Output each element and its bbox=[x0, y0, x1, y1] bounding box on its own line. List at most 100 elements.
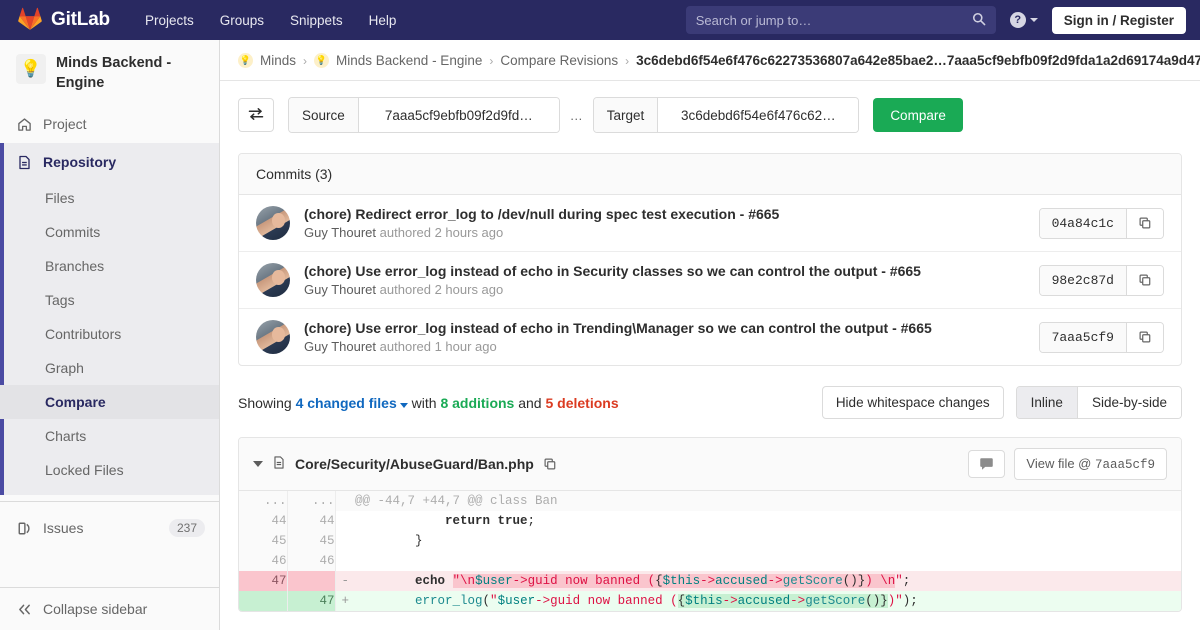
sidebar: 💡 Minds Backend - Engine Project Reposit… bbox=[0, 40, 220, 630]
brand-text: GitLab bbox=[51, 9, 110, 30]
diff-sign bbox=[335, 551, 355, 571]
diff-new-line-number[interactable]: 45 bbox=[287, 531, 336, 551]
sidebar-item-commits[interactable]: Commits bbox=[45, 224, 101, 241]
commit-sha-group: 04a84c1c bbox=[1038, 207, 1164, 239]
copy-icon[interactable] bbox=[543, 457, 557, 471]
commit-row: (chore) Use error_log instead of echo in… bbox=[239, 309, 1181, 365]
sidebar-item-branches[interactable]: Branches bbox=[45, 258, 105, 275]
hide-whitespace-button[interactable]: Hide whitespace changes bbox=[821, 386, 1004, 419]
home-icon bbox=[16, 117, 32, 132]
copy-icon[interactable] bbox=[1127, 322, 1163, 352]
target-revision-input[interactable]: 3c6debd6f54e6f476c62… bbox=[658, 98, 859, 132]
nav-link-projects[interactable]: Projects bbox=[144, 12, 194, 28]
diff-code: echo "\n$user->guid now banned ({$this->… bbox=[355, 571, 1181, 591]
diff-new-line-number[interactable]: 46 bbox=[287, 551, 336, 571]
breadcrumb-group-link[interactable]: Minds bbox=[260, 53, 297, 68]
commit-sha[interactable]: 7aaa5cf9 bbox=[1039, 322, 1127, 352]
sidebar-item-project[interactable]: Project bbox=[0, 105, 219, 143]
tab-side-by-side-view[interactable]: Side-by-side bbox=[1076, 387, 1181, 418]
breadcrumb-separator: › bbox=[489, 53, 494, 68]
diff-old-line-number[interactable]: 47 bbox=[239, 571, 288, 591]
chevron-down-icon[interactable] bbox=[253, 461, 263, 467]
commit-author[interactable]: Guy Thouret bbox=[304, 282, 377, 297]
tab-inline-view[interactable]: Inline bbox=[1016, 387, 1077, 418]
diff-new-line-number[interactable]: 47 bbox=[287, 591, 336, 611]
copy-icon[interactable] bbox=[1127, 265, 1163, 295]
search-input[interactable] bbox=[695, 12, 972, 28]
help-menu-button[interactable]: ? bbox=[1009, 12, 1038, 28]
top-navbar: GitLab Projects Groups Snippets Help ? S… bbox=[0, 0, 1200, 40]
commit-sha-group: 98e2c87d bbox=[1038, 264, 1164, 296]
commit-author[interactable]: Guy Thouret bbox=[304, 225, 377, 240]
diff-code: return true; bbox=[355, 514, 536, 528]
diff-new-line-number bbox=[287, 571, 336, 591]
document-icon bbox=[272, 455, 286, 473]
breadcrumb-project-link[interactable]: Minds Backend - Engine bbox=[336, 53, 483, 68]
source-revision-input[interactable]: 7aaa5cf9ebfb09f2d9fd… bbox=[358, 98, 559, 132]
view-file-button[interactable]: View file @ 7aaa5cf9 bbox=[1014, 448, 1167, 480]
swap-arrows-icon bbox=[248, 107, 264, 124]
collapse-sidebar-label: Collapse sidebar bbox=[43, 601, 148, 617]
sidebar-item-repository[interactable]: Repository bbox=[0, 143, 219, 181]
sidebar-item-compare[interactable]: Compare bbox=[0, 385, 219, 420]
breadcrumb-project-avatar-icon: 💡 bbox=[314, 53, 330, 68]
copy-icon[interactable] bbox=[1127, 208, 1163, 238]
diff-old-line-number[interactable]: 44 bbox=[239, 511, 288, 531]
diff-old-line-number[interactable]: 45 bbox=[239, 531, 288, 551]
diff-old-line-number[interactable]: 46 bbox=[239, 551, 288, 571]
revision-separator: … bbox=[569, 107, 583, 123]
diff-new-line-number: ... bbox=[287, 491, 336, 511]
chevron-down-icon[interactable] bbox=[399, 402, 408, 408]
gitlab-logo[interactable]: GitLab bbox=[14, 7, 110, 33]
commit-title[interactable]: (chore) Use error_log instead of echo in… bbox=[304, 320, 932, 336]
project-avatar-icon: 💡 bbox=[16, 54, 46, 84]
sidebar-item-contributors[interactable]: Contributors bbox=[45, 326, 122, 343]
commit-title[interactable]: (chore) Use error_log instead of echo in… bbox=[304, 263, 921, 279]
nav-link-help[interactable]: Help bbox=[368, 12, 397, 28]
compare-revisions-form: Source 7aaa5cf9ebfb09f2d9fd… … Target 3c… bbox=[238, 97, 1182, 133]
diff-row: 44 44 return true; bbox=[239, 511, 1181, 531]
file-diff-card: Core/Security/AbuseGuard/Ban.php View fi… bbox=[238, 437, 1182, 612]
commit-sha[interactable]: 04a84c1c bbox=[1039, 208, 1127, 238]
sidebar-item-locked-files[interactable]: Locked Files bbox=[45, 462, 124, 479]
breadcrumb-section-link[interactable]: Compare Revisions bbox=[500, 53, 619, 68]
diff-row-addition: 47 + error_log("$user->guid now banned (… bbox=[239, 591, 1181, 611]
changed-files-dropdown[interactable]: 4 changed files bbox=[295, 394, 397, 411]
collapse-sidebar-button[interactable]: Collapse sidebar bbox=[0, 587, 219, 630]
breadcrumb-separator: › bbox=[625, 53, 630, 68]
diff-hunk-header-row: ... ... @@ -44,7 +44,7 @@ class Ban bbox=[239, 491, 1181, 511]
nav-link-groups[interactable]: Groups bbox=[219, 12, 265, 28]
commit-timestamp: authored 2 hours ago bbox=[379, 225, 504, 240]
sidebar-item-files[interactable]: Files bbox=[45, 190, 75, 207]
comment-icon[interactable] bbox=[968, 450, 1006, 478]
search-box[interactable] bbox=[685, 6, 996, 34]
diff-row-deletion: 47 - echo "\n$user->guid now banned ({$t… bbox=[239, 571, 1181, 591]
sidebar-item-charts[interactable]: Charts bbox=[45, 428, 87, 445]
diff-sign bbox=[335, 531, 355, 551]
file-path[interactable]: Core/Security/AbuseGuard/Ban.php bbox=[295, 456, 534, 472]
avatar bbox=[256, 263, 290, 297]
commit-title[interactable]: (chore) Redirect error_log to /dev/null … bbox=[304, 206, 780, 222]
sign-in-register-button[interactable]: Sign in / Register bbox=[1051, 6, 1186, 34]
diff-summary-row: Showing 4 changed files with 8 additions… bbox=[238, 386, 1182, 419]
content-area: Source 7aaa5cf9ebfb09f2d9fd… … Target 3c… bbox=[220, 81, 1200, 612]
nav-link-snippets[interactable]: Snippets bbox=[290, 12, 343, 28]
issues-count-badge: 237 bbox=[168, 519, 205, 538]
gitlab-tanuki-icon bbox=[18, 7, 42, 33]
diff-sign: + bbox=[335, 591, 355, 611]
sidebar-item-issues[interactable]: Issues 237 bbox=[0, 508, 219, 548]
diff-sign: - bbox=[335, 571, 355, 591]
swap-revisions-button[interactable] bbox=[238, 98, 274, 132]
compare-button[interactable]: Compare bbox=[873, 98, 963, 132]
sidebar-project-header[interactable]: 💡 Minds Backend - Engine bbox=[0, 40, 219, 105]
view-mode-segmented-control: Inline Side-by-side bbox=[1015, 386, 1182, 419]
issues-icon bbox=[16, 521, 32, 536]
diff-new-line-number[interactable]: 44 bbox=[287, 511, 336, 531]
diff-row: 45 45 } bbox=[239, 531, 1181, 551]
commit-sha[interactable]: 98e2c87d bbox=[1039, 265, 1127, 295]
sidebar-item-tags[interactable]: Tags bbox=[45, 292, 75, 309]
sidebar-item-graph[interactable]: Graph bbox=[45, 360, 84, 377]
commit-timestamp: authored 2 hours ago bbox=[379, 282, 504, 297]
commit-author[interactable]: Guy Thouret bbox=[304, 339, 377, 354]
